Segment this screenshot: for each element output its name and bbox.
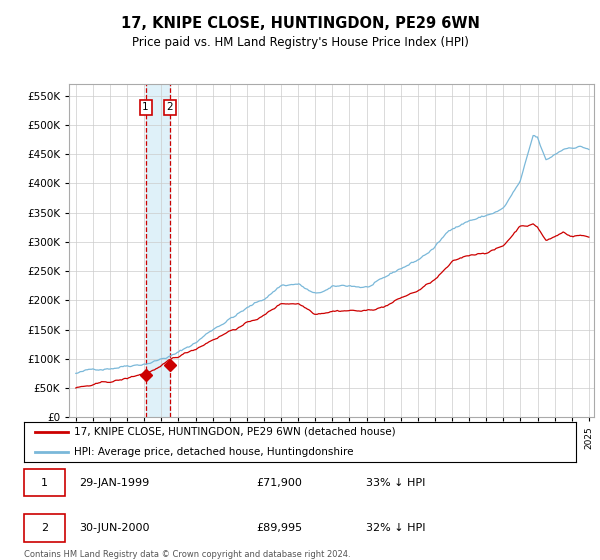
Text: 29-JAN-1999: 29-JAN-1999 bbox=[79, 478, 149, 488]
Text: Contains HM Land Registry data © Crown copyright and database right 2024.
This d: Contains HM Land Registry data © Crown c… bbox=[24, 550, 350, 560]
Text: 17, KNIPE CLOSE, HUNTINGDON, PE29 6WN: 17, KNIPE CLOSE, HUNTINGDON, PE29 6WN bbox=[121, 16, 479, 31]
Text: £71,900: £71,900 bbox=[256, 478, 302, 488]
Bar bbox=[146, 84, 170, 417]
Text: 17, KNIPE CLOSE, HUNTINGDON, PE29 6WN (detached house): 17, KNIPE CLOSE, HUNTINGDON, PE29 6WN (d… bbox=[74, 427, 395, 437]
Text: Price paid vs. HM Land Registry's House Price Index (HPI): Price paid vs. HM Land Registry's House … bbox=[131, 36, 469, 49]
Text: 1: 1 bbox=[41, 478, 48, 488]
Text: 2: 2 bbox=[167, 102, 173, 113]
Text: 2: 2 bbox=[41, 523, 48, 533]
Text: 30-JUN-2000: 30-JUN-2000 bbox=[79, 523, 150, 533]
Text: 32% ↓ HPI: 32% ↓ HPI bbox=[366, 523, 426, 533]
FancyBboxPatch shape bbox=[24, 469, 65, 497]
Text: HPI: Average price, detached house, Huntingdonshire: HPI: Average price, detached house, Hunt… bbox=[74, 447, 353, 457]
Text: 1: 1 bbox=[142, 102, 149, 113]
Text: £89,995: £89,995 bbox=[256, 523, 302, 533]
FancyBboxPatch shape bbox=[24, 514, 65, 542]
Text: 33% ↓ HPI: 33% ↓ HPI bbox=[366, 478, 425, 488]
